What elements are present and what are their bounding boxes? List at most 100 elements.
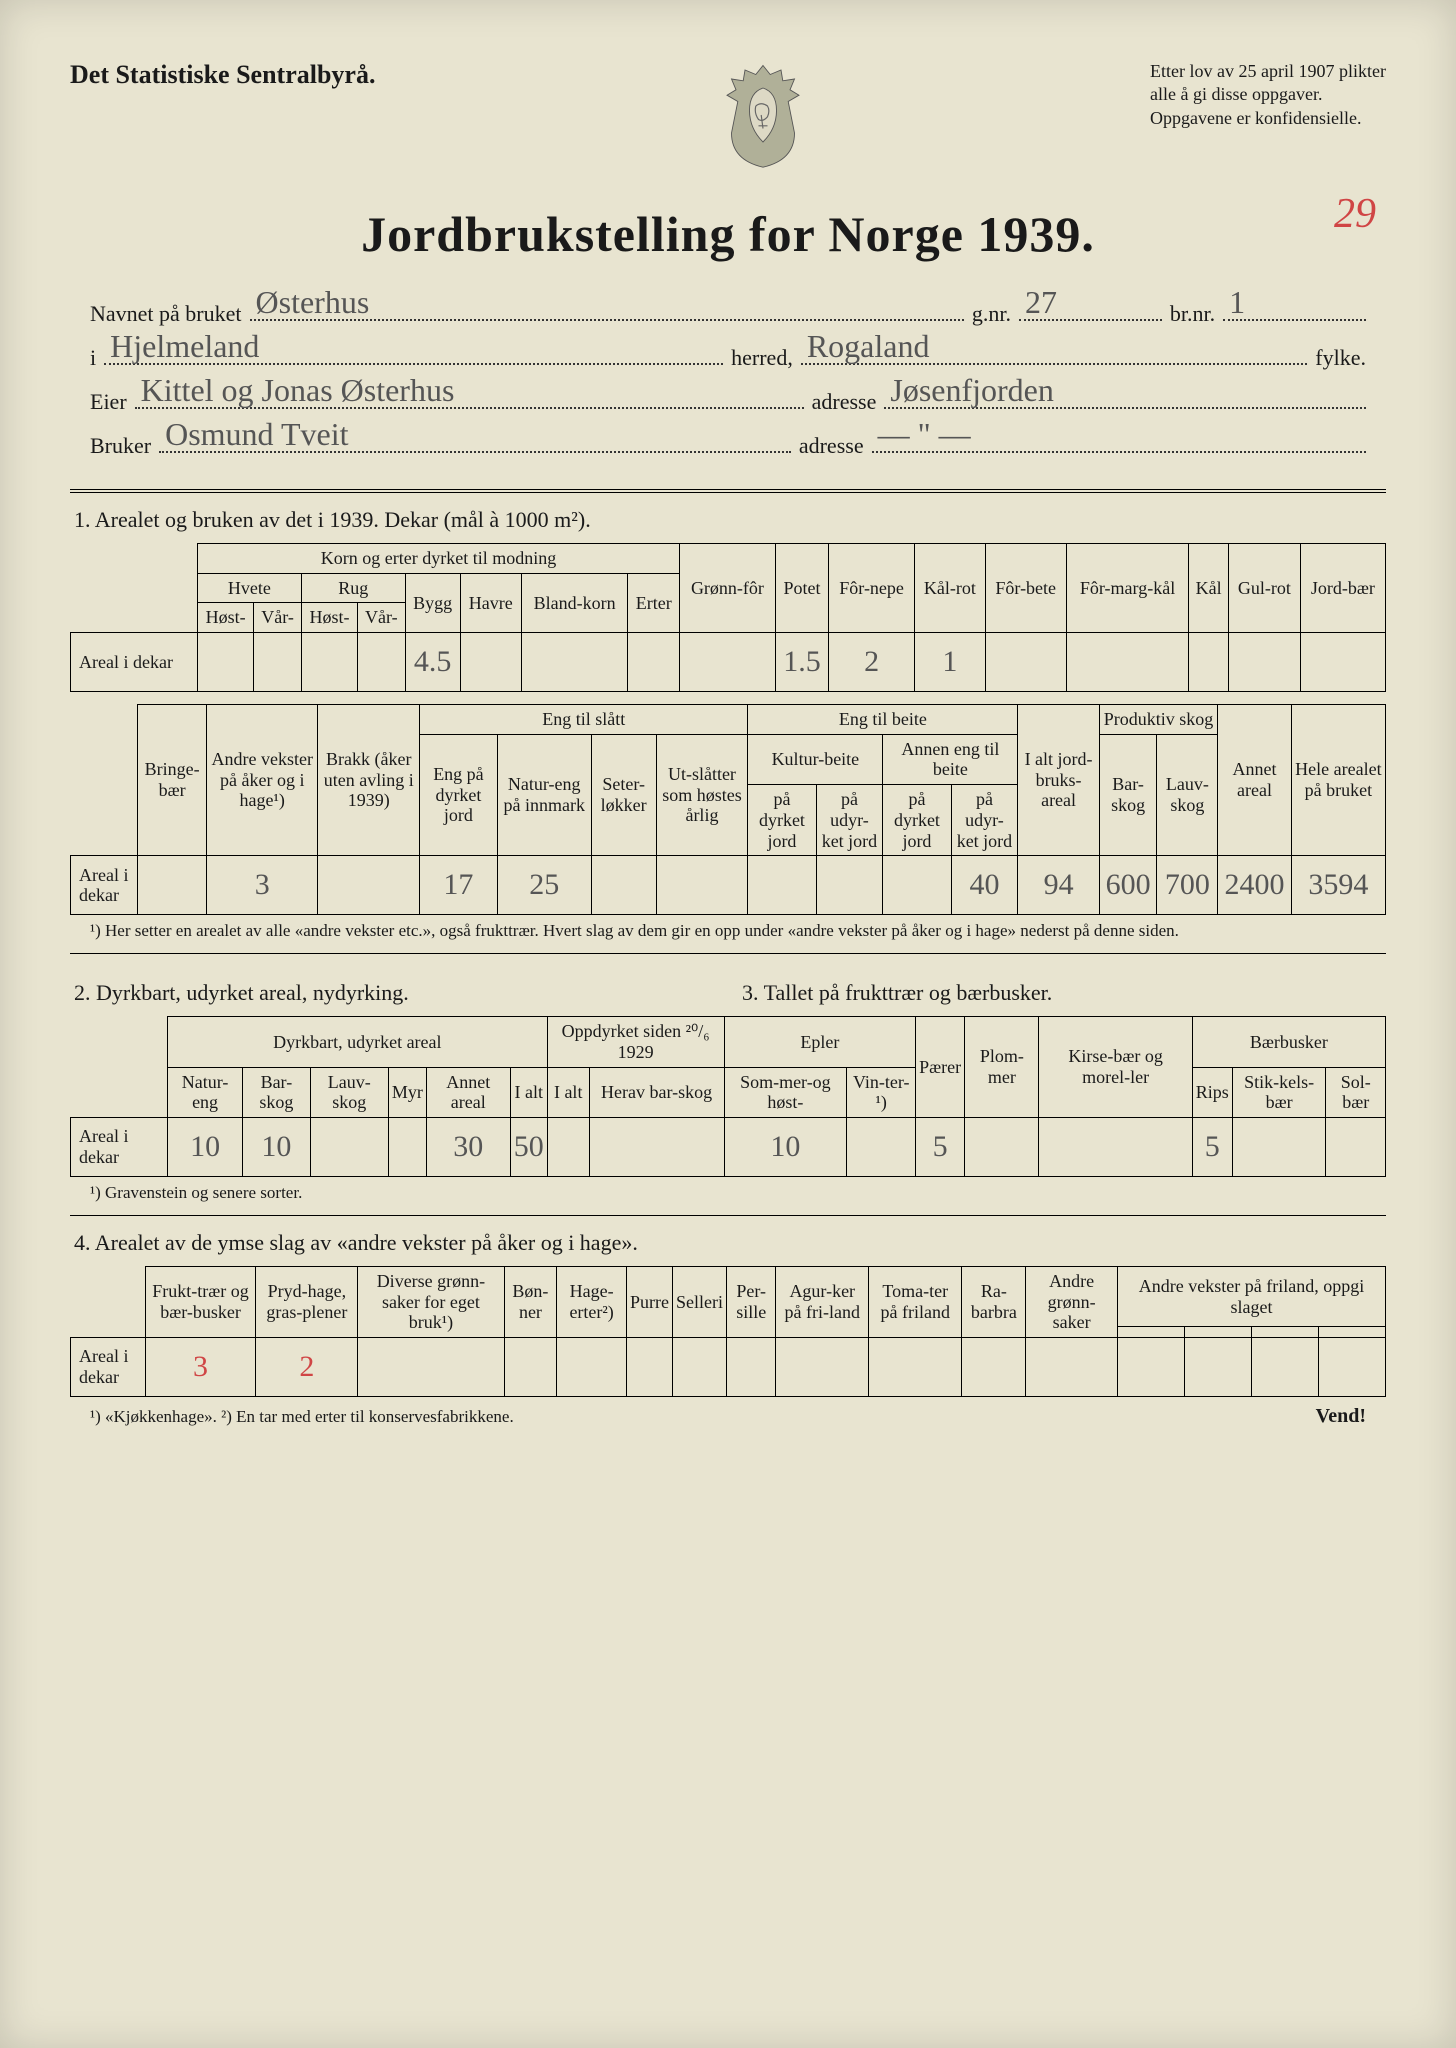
col-header: Havre <box>460 573 521 632</box>
col-header: Bar-skog <box>243 1067 310 1117</box>
cell-value: 94 <box>1018 856 1099 915</box>
row-label: Areal i dekar <box>71 856 138 915</box>
label: i <box>90 345 96 371</box>
col-header: Jord-bær <box>1300 544 1385 633</box>
col-header: Fôr-nepe <box>829 544 915 633</box>
col-header: Ut-slåtter som høstes årlig <box>656 734 748 855</box>
row-label: Areal i dekar <box>71 633 198 692</box>
col-header: Purre <box>627 1266 673 1337</box>
cell-value: 600 <box>1099 856 1157 915</box>
field-value: Kittel og Jonas Østerhus <box>141 372 455 409</box>
label: g.nr. <box>972 301 1011 327</box>
col-header: I alt <box>547 1067 589 1117</box>
field-value: 1 <box>1229 284 1245 321</box>
cell-value: 1 <box>915 633 986 692</box>
property-info: Navnet på bruket Østerhus g.nr. 27 br.nr… <box>90 293 1366 459</box>
census-form-page: Det Statistiske Sentralbyrå. Etter lov a… <box>0 0 1456 2048</box>
col-header: Annet areal <box>1218 705 1291 856</box>
table-section1b: Bringe-bær Andre vekster på åker og i ha… <box>70 704 1386 915</box>
footnote: ¹) Her setter en arealet av alle «andre … <box>90 921 1386 941</box>
cell-value: 3 <box>207 856 318 915</box>
coat-of-arms-icon <box>718 60 808 170</box>
col-header: Hage-erter²) <box>557 1266 627 1337</box>
col-header: på dyrket jord <box>748 785 816 856</box>
col-header: Vår- <box>358 603 405 633</box>
col-header: Erter <box>628 573 680 632</box>
col-header: I alt jord-bruks-areal <box>1018 705 1099 856</box>
label: herred, <box>731 345 793 371</box>
col-header: Toma-ter på friland <box>869 1266 962 1337</box>
law-line: Oppgavene er konfidensielle. <box>1150 107 1386 130</box>
coat-of-arms-container <box>375 60 1150 175</box>
field-value: Rogaland <box>807 328 930 365</box>
col-header: Herav bar-skog <box>589 1067 724 1117</box>
main-title: Jordbrukstelling for Norge 1939. <box>70 205 1386 263</box>
turn-page-label: Vend! <box>1316 1405 1386 1428</box>
cell-value: 10 <box>167 1117 242 1176</box>
col-header: Seter-løkker <box>591 734 656 855</box>
cell-value: 40 <box>951 856 1018 915</box>
col-header: Kirse-bær og morel-ler <box>1039 1017 1192 1118</box>
field-value: Osmund Tveit <box>165 416 348 453</box>
col-header: Høst- <box>197 603 253 633</box>
col-header: Lauv-skog <box>1157 734 1218 855</box>
label: Eier <box>90 389 127 415</box>
field-value: 27 <box>1025 284 1057 321</box>
cell-value: 2 <box>829 633 915 692</box>
col-header: Høst- <box>301 603 357 633</box>
col-header: Bar-skog <box>1099 734 1157 855</box>
cell-value: 10 <box>243 1117 310 1176</box>
col-header: Hele arealet på bruket <box>1291 705 1385 856</box>
label: Navnet på bruket <box>90 301 242 327</box>
col-header: Rug <box>301 573 405 603</box>
col-header: Produktiv skog <box>1099 705 1218 735</box>
table-section4: Frukt-trær og bær-busker Pryd-hage, gras… <box>70 1266 1386 1397</box>
field-value: Østerhus <box>256 284 370 321</box>
divider <box>70 489 1386 493</box>
col-header: Potet <box>775 544 828 633</box>
divider <box>70 1215 1386 1216</box>
col-header: Rips <box>1192 1067 1232 1117</box>
cell-value: 17 <box>420 856 497 915</box>
cell-value: 2400 <box>1218 856 1291 915</box>
col-header: Bland-korn <box>521 573 628 632</box>
col-header: Fôr-bete <box>985 544 1066 633</box>
col-header: Stik-kels-bær <box>1232 1067 1326 1117</box>
cell-value: 3594 <box>1291 856 1385 915</box>
footnote: ¹) «Kjøkkenhage». ²) En tar med erter ti… <box>90 1407 514 1427</box>
cell-value: 1.5 <box>775 633 828 692</box>
section-titles-row: 2. Dyrkbart, udyrket areal, nydyrking. 3… <box>70 966 1386 1016</box>
label: Bruker <box>90 433 151 459</box>
col-header: Kål <box>1189 544 1229 633</box>
col-header: på dyrket jord <box>883 785 951 856</box>
col-header: Kultur-beite <box>748 734 883 784</box>
col-header: Som-mer-og høst- <box>724 1067 847 1117</box>
col-header: Oppdyrket siden ²⁰/₆ 1929 <box>547 1017 724 1067</box>
col-header: Kål-rot <box>915 544 986 633</box>
col-header: Diverse grønn-saker for eget bruk¹) <box>358 1266 504 1337</box>
col-header: Myr <box>388 1067 426 1117</box>
cell-value: 5 <box>916 1117 965 1176</box>
cell-value: 25 <box>497 856 591 915</box>
col-header: Selleri <box>673 1266 727 1337</box>
col-header: Andre grønn-saker <box>1026 1266 1118 1337</box>
row-label: Areal i dekar <box>71 1117 168 1176</box>
col-header: Annen eng til beite <box>883 734 1018 784</box>
law-notice: Etter lov av 25 april 1907 plikter alle … <box>1150 60 1386 130</box>
col-header: Gul-rot <box>1228 544 1300 633</box>
col-header: Agur-ker på fri-land <box>776 1266 869 1337</box>
col-header: Epler <box>724 1017 916 1067</box>
col-header: Lauv-skog <box>310 1067 388 1117</box>
col-header: Plom-mer <box>965 1017 1039 1118</box>
col-header: Vår- <box>254 603 301 633</box>
cell-value: 3 <box>145 1338 256 1397</box>
section-title: 4. Arealet av de ymse slag av «andre vek… <box>74 1230 1386 1256</box>
cell-value: 4.5 <box>405 633 460 692</box>
col-header: Annet areal <box>426 1067 510 1117</box>
section-title: 2. Dyrkbart, udyrket areal, nydyrking. <box>74 980 718 1006</box>
col-header: på udyr-ket jord <box>816 785 883 856</box>
cell-value: 2 <box>256 1338 358 1397</box>
label: adresse <box>799 433 864 459</box>
col-header: Dyrkbart, udyrket areal <box>167 1017 547 1067</box>
col-header: Ra-barbra <box>962 1266 1026 1337</box>
